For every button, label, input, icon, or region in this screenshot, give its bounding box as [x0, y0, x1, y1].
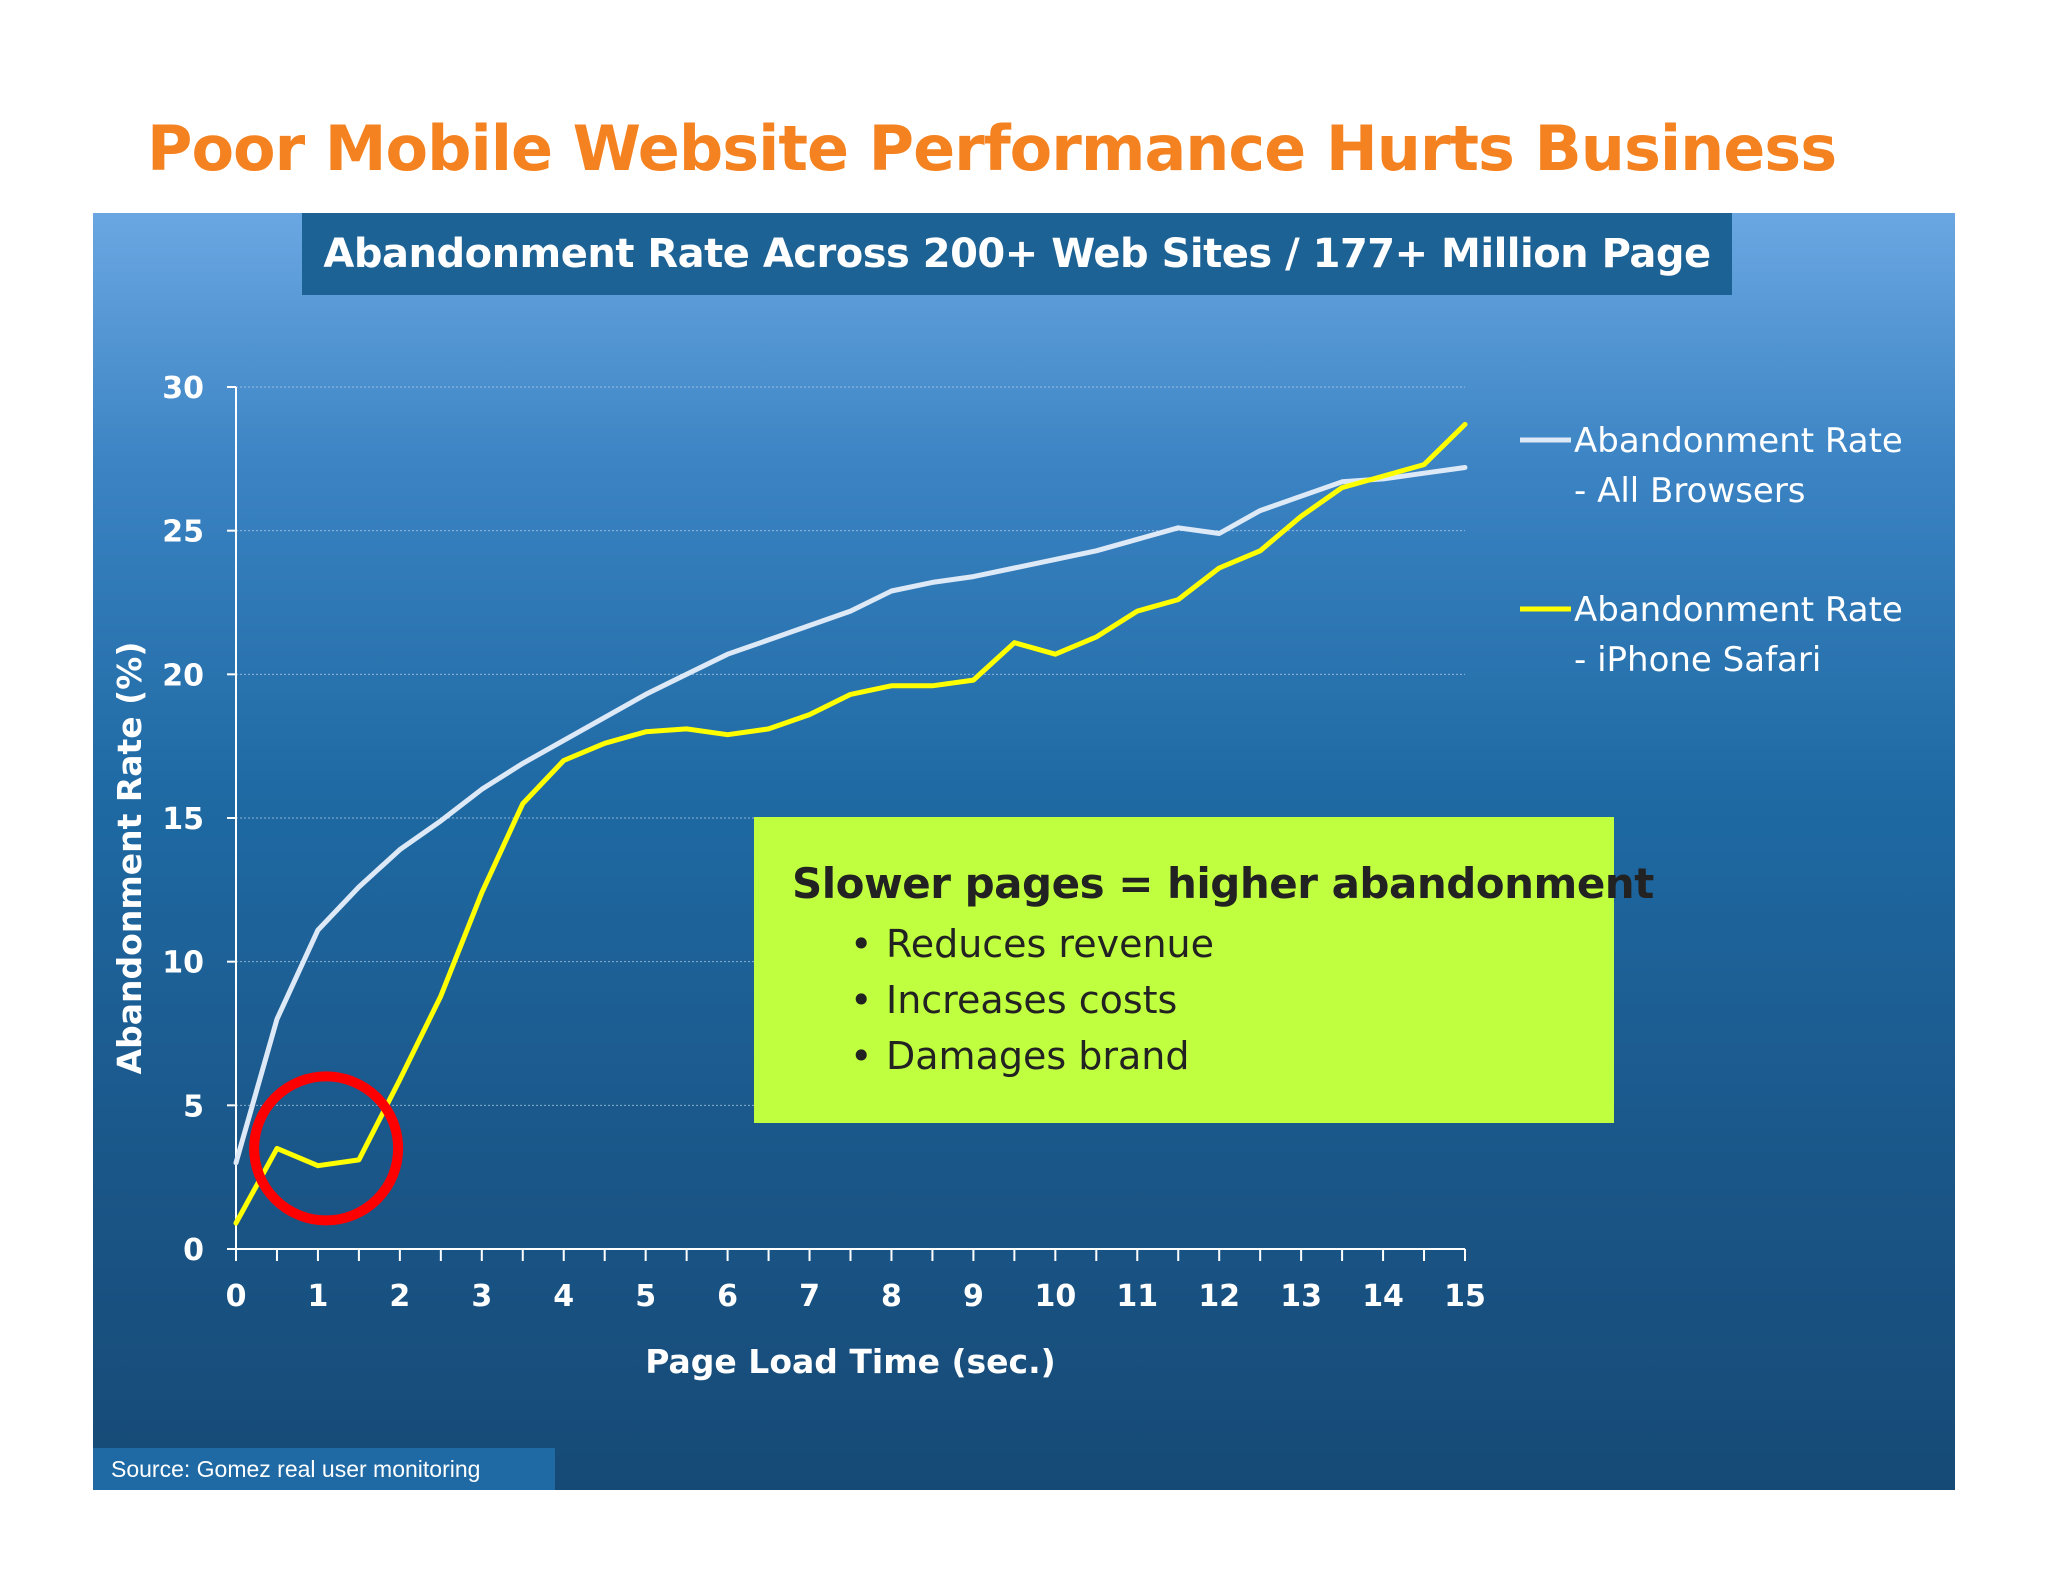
legend-label-iphone-safari-line2: - iPhone Safari — [1574, 640, 1821, 680]
y-tick-label: 5 — [183, 1089, 204, 1124]
callout-bullet-list: Reduces revenue Increases costs Damages … — [792, 916, 1614, 1084]
x-tick-label: 11 — [1116, 1279, 1158, 1314]
y-tick-label: 0 — [183, 1233, 204, 1268]
x-tick-label: 3 — [471, 1279, 492, 1314]
x-tick-label: 5 — [635, 1279, 656, 1314]
series-line-iphone-safari — [233, 421, 1468, 1226]
chart-subtitle-banner: Abandonment Rate Across 200+ Web Sites /… — [302, 213, 1732, 295]
data-series — [233, 421, 1468, 1226]
highlight-circle — [249, 1071, 404, 1226]
source-banner: Source: Gomez real user monitoring — [93, 1448, 555, 1490]
legend-item-iphone-safari: Abandonment Rate - iPhone Safari — [1520, 590, 1903, 680]
y-tick-label: 10 — [162, 946, 204, 981]
x-tick-label: 9 — [963, 1279, 984, 1314]
legend: Abandonment Rate - All Browsers Abandonm… — [1520, 421, 1903, 680]
legend-item-all-browsers: Abandonment Rate - All Browsers — [1520, 421, 1903, 511]
x-axis-title: Page Load Time (sec.) — [645, 1342, 1056, 1381]
y-tick-label: 20 — [162, 658, 204, 693]
callout-bullet: Reduces revenue — [850, 916, 1614, 972]
callout-box: Slower pages = higher abandonment Reduce… — [754, 817, 1654, 1123]
callout-heading: Slower pages = higher abandonment — [792, 859, 1654, 908]
x-tick-label: 14 — [1362, 1279, 1404, 1314]
series-line-all-browsers — [233, 465, 1468, 1166]
x-tick-label: 2 — [389, 1279, 410, 1314]
legend-label-all-browsers-line2: - All Browsers — [1574, 471, 1806, 511]
legend-label-all-browsers-line1: Abandonment Rate — [1574, 421, 1903, 461]
x-tick-label: 7 — [799, 1279, 820, 1314]
x-tick-label: 6 — [717, 1279, 738, 1314]
x-tick-label: 4 — [553, 1279, 574, 1314]
y-tick-label: 15 — [162, 802, 204, 837]
callout-bullet: Damages brand — [850, 1028, 1614, 1084]
x-tick-label: 0 — [226, 1279, 247, 1314]
slide-title: Poor Mobile Website Performance Hurts Bu… — [147, 112, 1837, 185]
x-tick-label: 15 — [1444, 1279, 1486, 1314]
y-axis-title: Abandonment Rate (%) — [110, 642, 149, 1075]
x-tick-label: 10 — [1034, 1279, 1076, 1314]
y-tick-label: 25 — [162, 515, 204, 550]
chart-subtitle: Abandonment Rate Across 200+ Web Sites /… — [323, 231, 1711, 277]
x-tick-label: 12 — [1198, 1279, 1240, 1314]
callout-bullet: Increases costs — [850, 972, 1614, 1028]
y-tick-label: 30 — [162, 371, 204, 406]
source-note: Source: Gomez real user monitoring — [111, 1455, 481, 1482]
chart-panel: Abandonment Rate Across 200+ Web Sites /… — [93, 213, 1955, 1490]
x-tick-label: 1 — [307, 1279, 328, 1314]
x-tick-label: 8 — [881, 1279, 902, 1314]
legend-label-iphone-safari-line1: Abandonment Rate — [1574, 590, 1903, 630]
annotations — [249, 1071, 404, 1226]
x-tick-label: 13 — [1280, 1279, 1322, 1314]
